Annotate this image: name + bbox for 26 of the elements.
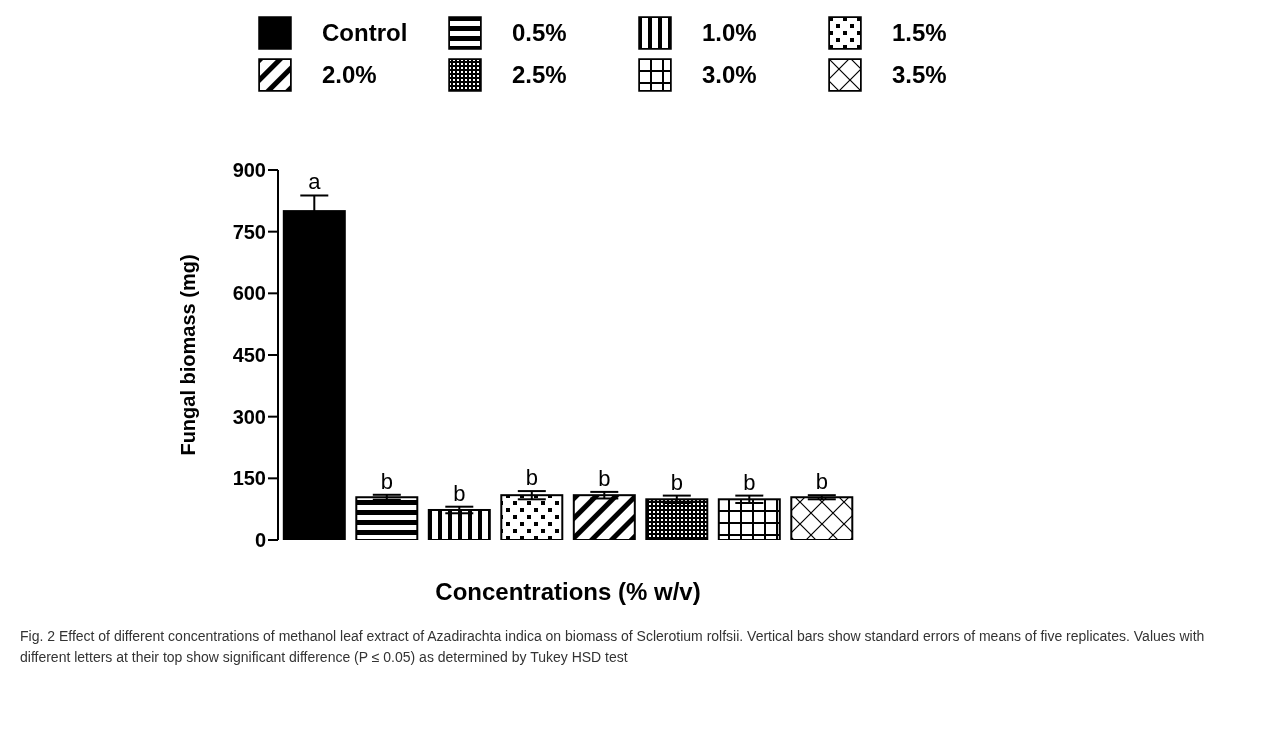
y-tick-label: 900 xyxy=(232,159,266,182)
y-tick-label: 450 xyxy=(232,344,266,367)
data-label: b xyxy=(380,468,393,494)
legend-label: 0.5% xyxy=(512,19,567,47)
y-tick-label: 750 xyxy=(232,220,266,243)
legend-label: 1.0% xyxy=(702,19,757,47)
x-axis-title: Concentrations (% w/v) xyxy=(435,578,701,605)
caption: Fig. 2 Effect of different concentrations of methanol leaf extract of Azadirachta indica on biomass of Sclerotium rolfsii. Vertical bars show standard errors of means of five replicates. Values with different letters at their top show significant difference (P ≤ 0.05) as determined by Tukey HSD test xyxy=(19,627,1206,667)
y-tick-label: 600 xyxy=(232,282,266,305)
data-label: b xyxy=(598,465,611,491)
data-label: b xyxy=(525,465,538,491)
legend-label: 3.0% xyxy=(702,61,757,89)
data-label: b xyxy=(670,469,683,495)
data-label: b xyxy=(453,480,466,506)
legend-label: 2.5% xyxy=(512,61,567,89)
y-tick-label: 0 xyxy=(254,529,266,552)
y-tick-label: 150 xyxy=(232,467,266,490)
legend-label: Control xyxy=(322,19,408,47)
y-tick-label: 300 xyxy=(232,405,266,428)
legend-label: 1.5% xyxy=(892,19,947,47)
y-axis-title: Fungal biomass (mg) xyxy=(177,254,200,456)
legend-label: 3.5% xyxy=(892,61,947,89)
data-label: b xyxy=(743,469,756,495)
legend-label: 2.0% xyxy=(322,61,377,89)
data-label: b xyxy=(815,469,828,495)
data-label: a xyxy=(308,169,322,195)
